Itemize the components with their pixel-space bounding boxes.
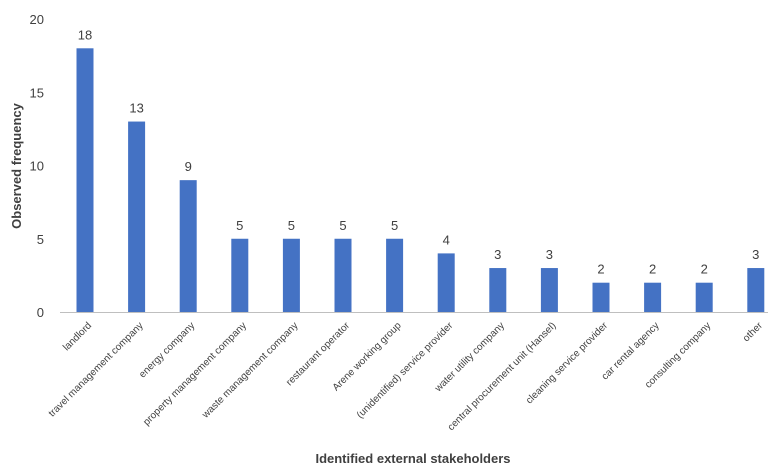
bar — [644, 282, 662, 312]
data-labels: 18 13 9 5 5 5 5 4 3 3 2 2 2 3 — [78, 27, 760, 276]
category-label: (unidentified) service provider — [355, 320, 456, 421]
category-label: energy company — [137, 320, 197, 380]
bar — [592, 282, 610, 312]
data-label: 2 — [649, 262, 656, 277]
data-label: 5 — [391, 218, 398, 233]
data-label: 5 — [288, 218, 295, 233]
bar — [747, 268, 765, 312]
y-axis-title: Observed frequency — [9, 102, 24, 228]
data-label: 5 — [339, 218, 346, 233]
y-tick-label: 0 — [37, 305, 44, 320]
data-label: 13 — [129, 101, 143, 116]
category-label: central procurement unit (Hansel) — [446, 320, 559, 433]
data-label: 3 — [546, 247, 553, 262]
x-axis-title: Identified external stakeholders — [315, 451, 510, 466]
bars — [76, 48, 765, 313]
category-label: travel management company — [47, 320, 146, 419]
category-label: property management company — [141, 320, 249, 428]
bar — [231, 238, 249, 312]
bar — [540, 268, 558, 312]
category-label: waste management company — [200, 320, 301, 421]
y-tick-label: 10 — [30, 159, 44, 174]
data-label: 9 — [185, 159, 192, 174]
bar — [386, 238, 404, 312]
y-tick-label: 20 — [30, 12, 44, 27]
data-label: 3 — [494, 247, 501, 262]
y-tick-label: 15 — [30, 85, 44, 100]
bar — [128, 121, 146, 312]
bar — [334, 238, 352, 312]
bar — [179, 180, 197, 312]
category-label: other — [741, 320, 765, 344]
y-tick-label: 5 — [37, 232, 44, 247]
bar — [437, 253, 455, 312]
data-label: 2 — [701, 262, 708, 277]
data-label: 3 — [752, 247, 759, 262]
bar — [282, 238, 300, 312]
bar — [76, 48, 94, 313]
data-label: 2 — [597, 262, 604, 277]
y-axis-ticks: 0 5 10 15 20 — [30, 12, 44, 320]
bar — [695, 282, 713, 312]
bar — [489, 268, 507, 312]
data-label: 18 — [78, 27, 92, 42]
data-label: 5 — [236, 218, 243, 233]
data-label: 4 — [443, 232, 450, 247]
category-label: landlord — [61, 320, 94, 353]
